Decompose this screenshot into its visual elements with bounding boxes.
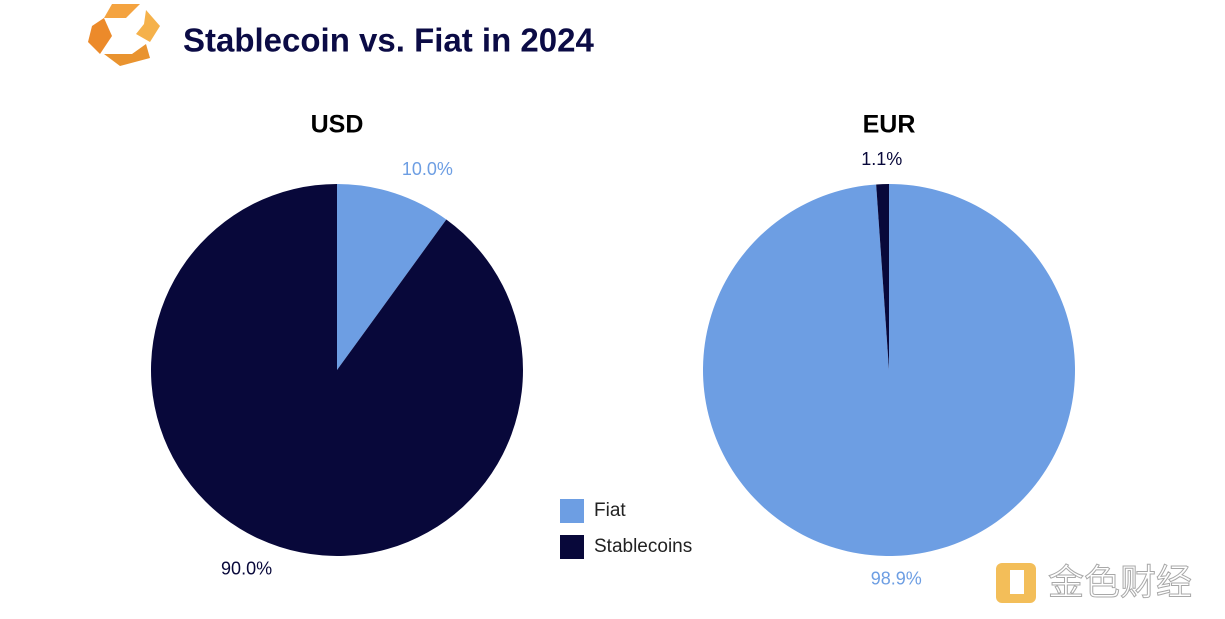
data-label: 98.9% [871, 569, 922, 589]
legend-label: Stablecoins [594, 536, 692, 557]
legend-swatch [560, 499, 584, 523]
watermark: 金色财经 [996, 561, 1193, 603]
page-title: Stablecoin vs. Fiat in 2024 [183, 22, 594, 59]
logo [88, 4, 160, 66]
pie-slice [337, 184, 447, 370]
chart-title: USD [311, 111, 364, 139]
pie-slice [876, 184, 889, 370]
data-label: 1.1% [861, 149, 902, 169]
pie-slice [703, 184, 1076, 556]
watermark-text: 金色财经 [1048, 562, 1192, 603]
data-label: 90.0% [221, 558, 272, 578]
legend-swatch [560, 535, 584, 559]
pie-slice [150, 184, 523, 556]
chart-title: EUR [863, 111, 916, 139]
data-label: 10.0% [402, 159, 453, 179]
legend-label: Fiat [594, 500, 626, 521]
